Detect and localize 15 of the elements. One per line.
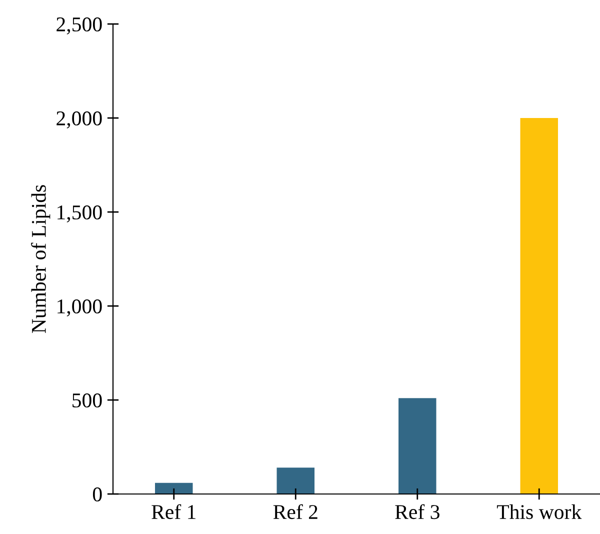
y-axis-title: Number of Lipids xyxy=(31,185,50,334)
y-tick-label: 1,500 xyxy=(58,205,102,222)
x-tick-label: Ref 1 xyxy=(152,504,196,520)
y-tick-label: 2,000 xyxy=(56,111,102,128)
x-tick-label: This work xyxy=(496,504,582,520)
bar xyxy=(398,398,436,494)
y-tick-label: 1,000 xyxy=(58,299,102,316)
bar xyxy=(276,468,314,494)
y-tick-label: 0 xyxy=(92,487,102,502)
y-tick-label: 500 xyxy=(72,393,102,408)
x-tick-label: Ref 3 xyxy=(395,504,440,520)
x-tick-label: Ref 2 xyxy=(273,504,318,520)
bar xyxy=(520,118,558,494)
bar xyxy=(155,482,193,494)
y-tick-label: 2,500 xyxy=(56,17,102,34)
